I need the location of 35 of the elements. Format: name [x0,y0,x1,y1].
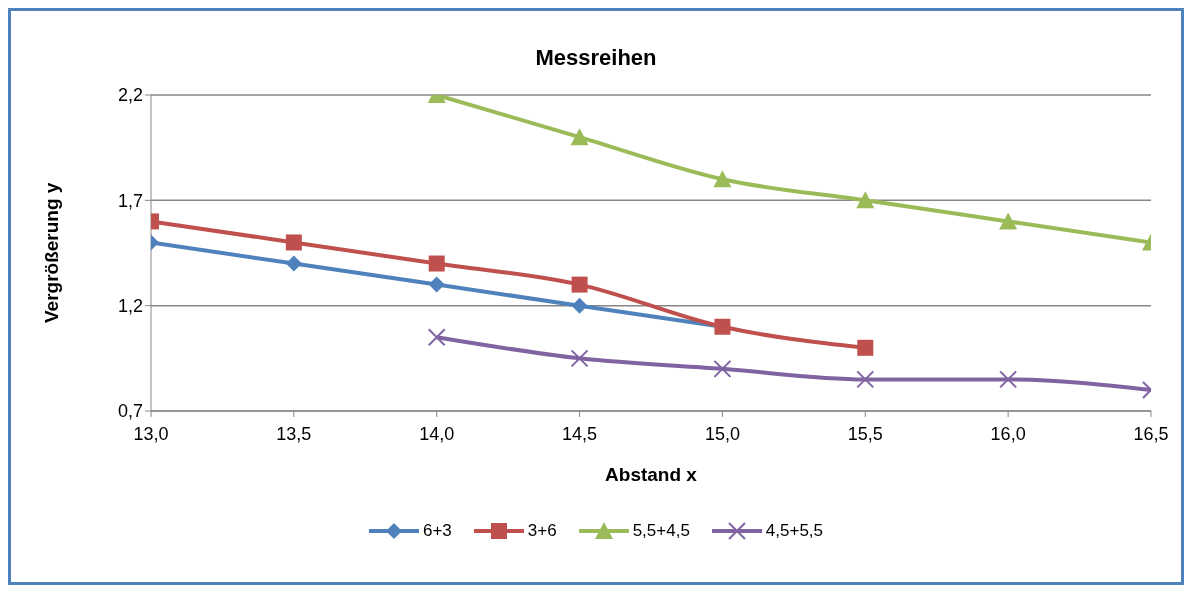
point [571,297,588,314]
x-tick-label: 13,0 [133,423,169,444]
point [427,328,446,347]
point [999,370,1018,389]
point [857,339,874,356]
y-tick-label: 2,2 [117,85,143,106]
y-tick-label: 1,7 [117,190,143,211]
point [285,234,302,251]
point [856,191,875,209]
y-tick-label: 0,7 [117,401,143,422]
x-tick-label: 16,5 [1133,423,1169,444]
x-tick-label: 13,5 [276,423,312,444]
legend-label: 4,5+5,5 [765,521,824,541]
y-tick-label: 1,2 [117,296,143,317]
x-tick-label: 14,0 [419,423,455,444]
x-tick-label: 15,5 [847,423,883,444]
point [285,255,302,272]
x-tick-label: 15,0 [704,423,740,444]
point [713,170,732,188]
point [428,255,445,272]
point [856,370,875,389]
point [999,212,1018,230]
y-axis-title: Vergrößerung y [40,182,62,323]
x-tick-label: 16,0 [990,423,1026,444]
legend-label: 3+6 [527,521,557,541]
point [428,276,445,293]
legend-label: 5,5+4,5 [632,521,690,541]
point [570,128,589,146]
point [713,359,732,378]
legend-label: 6+3 [422,521,452,541]
x-axis-title: Abstand x [605,464,698,485]
point [571,276,588,293]
x-tick-label: 14,5 [562,423,598,444]
chart-title: Messreihen [534,45,658,71]
point [570,349,589,368]
